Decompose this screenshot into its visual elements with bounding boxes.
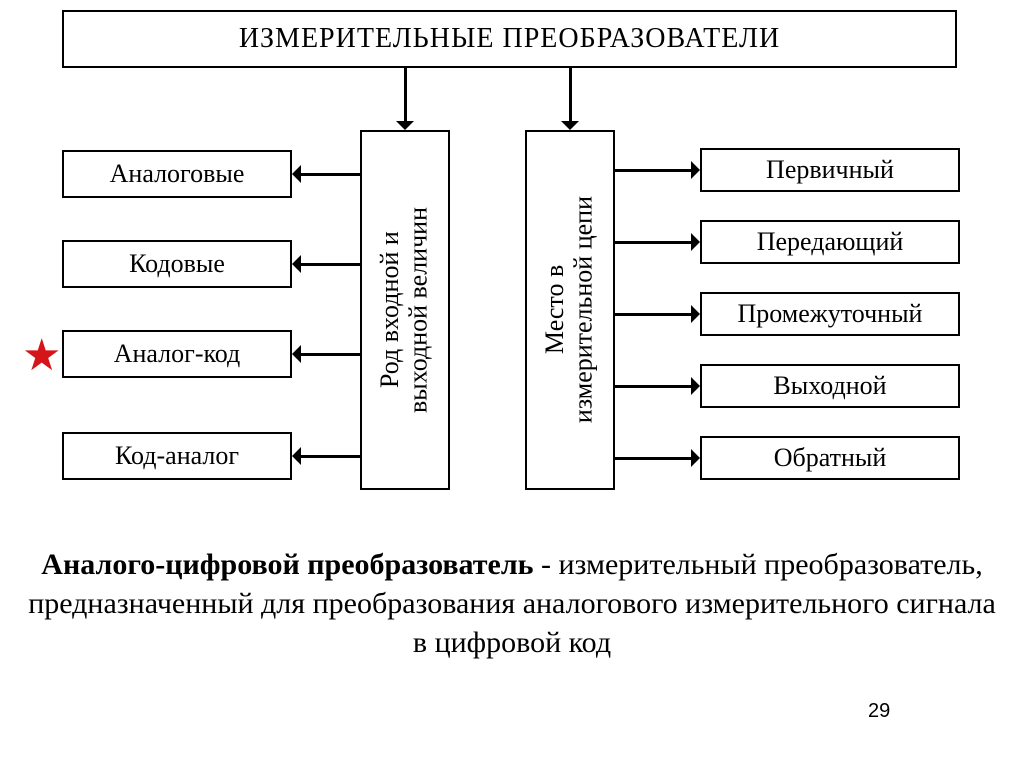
- page-number: 29: [868, 700, 890, 723]
- right-item-label: Передающий: [757, 228, 904, 257]
- arrow-line: [569, 68, 572, 121]
- left-item-box: Аналог-код: [62, 330, 292, 378]
- right-item-label: Обратный: [774, 444, 887, 473]
- arrow-head-left-icon: [292, 345, 301, 363]
- arrow-line: [404, 68, 407, 121]
- right-item-box: Первичный: [700, 148, 960, 192]
- right-item-label: Выходной: [773, 372, 886, 401]
- right-item-box: Передающий: [700, 220, 960, 264]
- arrow-head-right-icon: [691, 305, 700, 323]
- arrow-head-right-icon: [691, 377, 700, 395]
- arrow-head-left-icon: [292, 447, 301, 465]
- arrow-head-down-icon: [396, 121, 414, 130]
- left-item-box: Аналоговые: [62, 150, 292, 198]
- definition-caption: Аналого-цифровой преобразователь - измер…: [0, 545, 1024, 662]
- right-item-label: Первичный: [766, 156, 894, 185]
- arrow-head-right-icon: [691, 449, 700, 467]
- arrow-head-right-icon: [691, 233, 700, 251]
- arrow-line: [301, 353, 360, 356]
- vertical-box-right: Место в измерительной цепи: [525, 130, 615, 490]
- vertical-left-text: Род входной и выходной величин: [376, 207, 433, 413]
- arrow-head-left-icon: [292, 165, 301, 183]
- right-item-box: Обратный: [700, 436, 960, 480]
- arrow-head-left-icon: [292, 255, 301, 273]
- left-item-label: Аналоговые: [110, 160, 245, 189]
- star-icon: ★: [22, 330, 61, 381]
- caption-bold: Аналого-цифровой преобразователь: [41, 548, 533, 581]
- arrow-line: [615, 385, 691, 388]
- arrow-line: [301, 173, 360, 176]
- left-item-label: Кодовые: [129, 250, 225, 279]
- arrow-line: [301, 455, 360, 458]
- left-item-box: Код-аналог: [62, 432, 292, 480]
- arrow-line: [615, 457, 691, 460]
- title-box: ИЗМЕРИТЕЛЬНЫЕ ПРЕОБРАЗОВАТЕЛИ: [62, 10, 957, 68]
- arrow-line: [615, 241, 691, 244]
- arrow-line: [301, 263, 360, 266]
- left-item-label: Аналог-код: [114, 340, 241, 369]
- right-item-box: Промежуточный: [700, 292, 960, 336]
- arrow-line: [615, 169, 691, 172]
- left-item-box: Кодовые: [62, 240, 292, 288]
- arrow-line: [615, 313, 691, 316]
- title-text: ИЗМЕРИТЕЛЬНЫЕ ПРЕОБРАЗОВАТЕЛИ: [239, 24, 780, 55]
- vertical-box-left: Род входной и выходной величин: [360, 130, 450, 490]
- right-item-label: Промежуточный: [738, 300, 923, 329]
- arrow-head-down-icon: [561, 121, 579, 130]
- right-item-box: Выходной: [700, 364, 960, 408]
- vertical-right-text: Место в измерительной цепи: [541, 196, 598, 423]
- left-item-label: Код-аналог: [115, 442, 239, 471]
- arrow-head-right-icon: [691, 161, 700, 179]
